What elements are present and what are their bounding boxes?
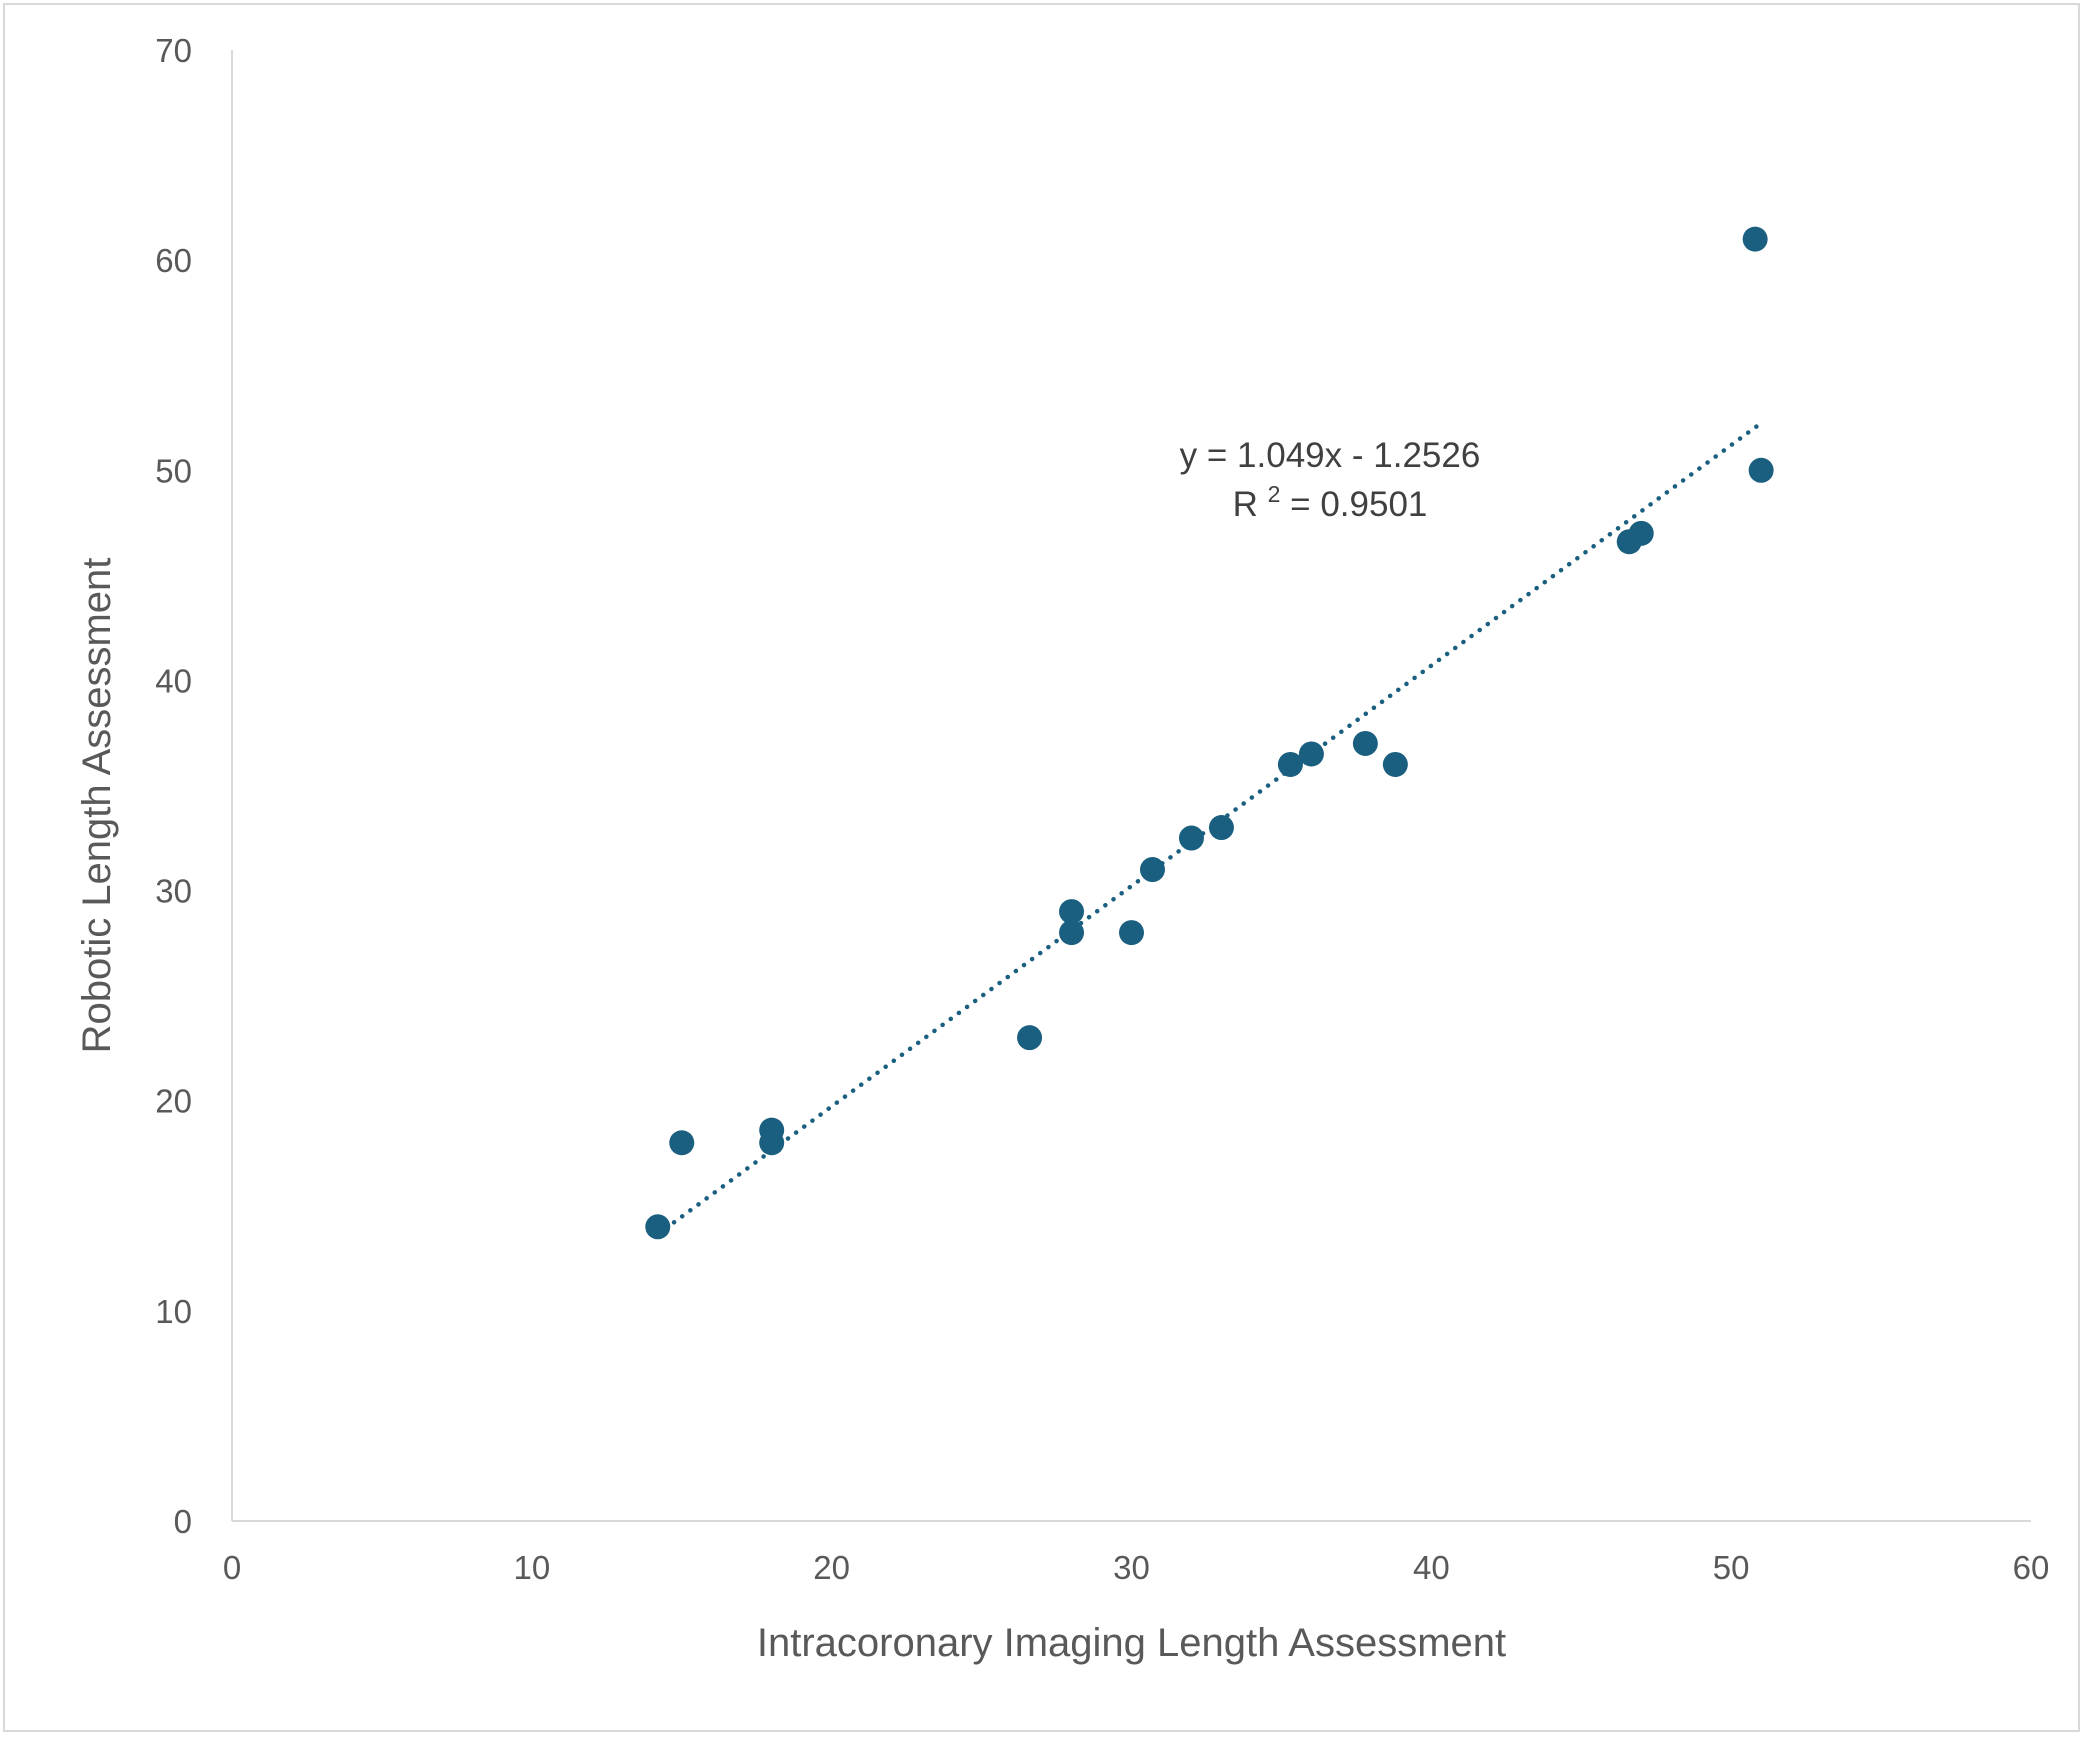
data-point [1742,226,1768,252]
x-tick-labels: 0 10 20 30 40 50 60 [223,1549,2050,1586]
data-point [1628,520,1654,546]
data-point [1748,457,1774,483]
data-points [645,226,1774,1240]
y-tick-label: 10 [155,1293,192,1330]
x-axis-title: Intracoronary Imaging Length Assessment [757,1621,1506,1665]
data-point [1298,741,1324,767]
data-point [1059,899,1085,925]
y-tick-label: 0 [174,1503,192,1540]
y-tick-label: 40 [155,662,192,699]
axes [231,50,2031,1522]
y-tick-label: 30 [155,873,192,910]
y-tick-label: 20 [155,1083,192,1120]
data-point [1017,1025,1043,1051]
trendline-equation-label: y = 1.049x - 1.2526 [1180,436,1481,475]
r2-superscript: 2 [1268,481,1281,507]
x-tick-label: 20 [813,1549,850,1586]
x-tick-label: 60 [2013,1549,2050,1586]
r2-value: = 0.9501 [1290,485,1427,524]
y-tick-label: 70 [155,32,192,69]
data-point [1352,730,1378,756]
data-point [1139,857,1165,883]
y-axis-title: Robotic Length Assessment [75,558,119,1054]
y-tick-label: 50 [155,452,192,489]
y-tick-labels: 0 10 20 30 40 50 60 70 [155,32,192,1540]
x-tick-label: 40 [1413,1549,1450,1586]
data-point [1277,751,1303,777]
data-point [645,1214,671,1240]
x-tick-label: 0 [223,1549,241,1586]
r2-prefix: R [1233,485,1258,524]
data-point [759,1130,785,1156]
data-point [1059,920,1085,946]
data-point [1382,751,1408,777]
data-point [1119,920,1144,946]
y-tick-label: 60 [155,242,192,279]
x-tick-label: 50 [1713,1549,1750,1586]
x-tick-label: 30 [1113,1549,1150,1586]
x-tick-label: 10 [513,1549,550,1586]
chart-frame [3,3,2080,1732]
data-point [1208,815,1234,841]
trendline-r2-label: R 2 = 0.9501 [1233,471,1428,524]
data-point [1178,825,1204,851]
data-point [669,1130,695,1156]
